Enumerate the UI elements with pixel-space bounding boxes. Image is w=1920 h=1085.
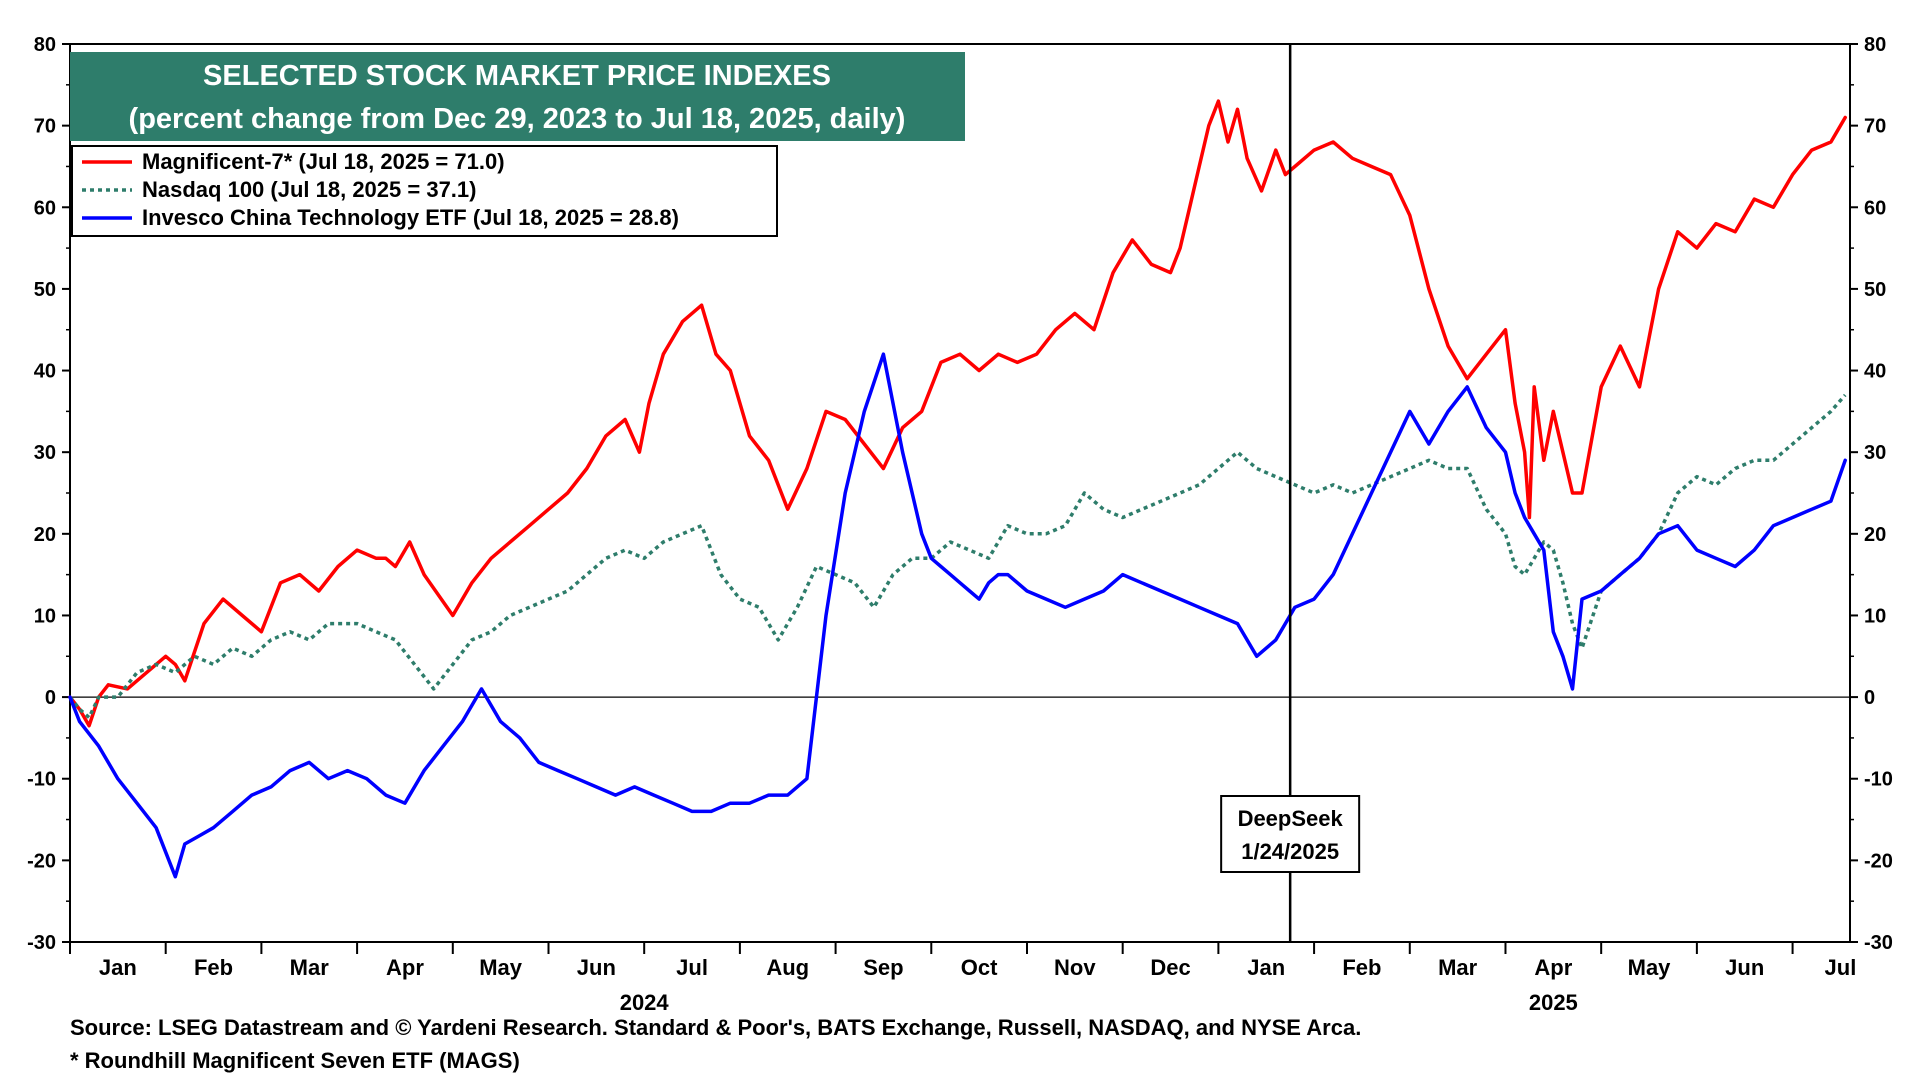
x-month-label: Dec: [1150, 955, 1190, 980]
deepseek-label: DeepSeek: [1238, 806, 1344, 831]
x-month-label: Jul: [676, 955, 708, 980]
x-month-label: Jul: [1825, 955, 1857, 980]
y-tick-label-left: 10: [34, 605, 56, 627]
source-note: Source: LSEG Datastream and © Yardeni Re…: [70, 1015, 1361, 1040]
x-year-label-2025: 2025: [1529, 990, 1578, 1015]
deepseek-date: 1/24/2025: [1241, 839, 1339, 864]
series-line-2: [68, 352, 1847, 879]
x-month-label: Apr: [1534, 955, 1572, 980]
deepseek-box: [1220, 795, 1361, 873]
chart-subtitle: (percent change from Dec 29, 2023 to Jul…: [129, 103, 906, 135]
y-tick-label-left: 40: [34, 361, 56, 383]
y-tick-label-left: -20: [27, 850, 56, 872]
title-box: [70, 52, 965, 141]
legend-label-1: Nasdaq 100 (Jul 18, 2025 = 37.1): [142, 177, 476, 202]
x-month-label: May: [479, 955, 523, 980]
y-tick-label-right: 10: [1864, 605, 1886, 627]
footnote: * Roundhill Magnificent Seven ETF (MAGS): [70, 1048, 520, 1073]
y-tick-label-right: 50: [1864, 279, 1886, 301]
y-tick-label-left: -10: [27, 769, 56, 791]
y-tick-label-right: -20: [1864, 850, 1893, 872]
x-month-label: Feb: [1342, 955, 1381, 980]
series-line-1: [68, 393, 1847, 720]
x-month-label: Jun: [577, 955, 616, 980]
x-month-label: Nov: [1054, 955, 1096, 980]
chart-title: SELECTED STOCK MARKET PRICE INDEXES: [203, 60, 831, 92]
x-year-label-2024: 2024: [620, 990, 670, 1015]
y-tick-label-right: 30: [1864, 442, 1886, 464]
y-tick-label-left: 20: [34, 524, 56, 546]
y-tick-label-right: 20: [1864, 524, 1886, 546]
y-tick-label-right: 0: [1864, 687, 1875, 709]
x-month-label: Oct: [961, 955, 998, 980]
x-month-label: Jan: [99, 955, 137, 980]
x-month-label: Feb: [194, 955, 233, 980]
legend-label-2: Invesco China Technology ETF (Jul 18, 20…: [142, 205, 679, 230]
x-month-label: Sep: [863, 955, 903, 980]
x-month-label: Mar: [1438, 955, 1478, 980]
y-tick-label-right: 70: [1864, 116, 1886, 138]
y-tick-label-right: 40: [1864, 361, 1886, 383]
y-tick-label-right: 80: [1864, 34, 1886, 56]
y-tick-label-left: -30: [27, 932, 56, 954]
x-month-label: Mar: [290, 955, 330, 980]
x-month-label: Jan: [1247, 955, 1285, 980]
y-tick-label-left: 0: [45, 687, 56, 709]
x-month-label: May: [1628, 955, 1672, 980]
legend-label-0: Magnificent-7* (Jul 18, 2025 = 71.0): [142, 149, 505, 174]
x-month-label: Apr: [386, 955, 424, 980]
series-line-0: [68, 99, 1847, 728]
y-tick-label-left: 30: [34, 442, 56, 464]
x-month-label: Jun: [1725, 955, 1764, 980]
y-tick-label-right: -10: [1864, 769, 1893, 791]
y-tick-label-right: -30: [1864, 932, 1893, 954]
y-tick-label-left: 50: [34, 279, 56, 301]
x-month-label: Aug: [766, 955, 809, 980]
legend-box: [71, 145, 778, 237]
y-tick-label-left: 70: [34, 116, 56, 138]
y-tick-label-left: 80: [34, 34, 56, 56]
y-tick-label-right: 60: [1864, 197, 1886, 219]
y-tick-label-left: 60: [34, 197, 56, 219]
